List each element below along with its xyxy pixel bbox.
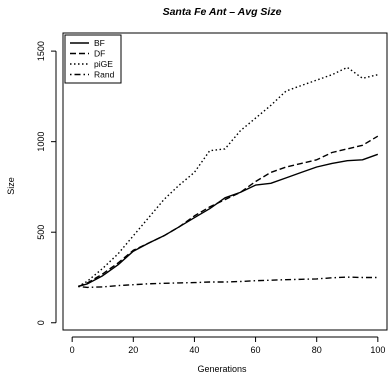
legend-label-bf: BF (94, 38, 105, 48)
legend-label-pige: piGE (94, 59, 113, 69)
y-tick-label: 1500 (36, 41, 46, 61)
series-line-bf (78, 153, 379, 288)
series-line-pige (77, 66, 378, 288)
y-tick-label: 1000 (36, 132, 46, 152)
chart-title: Santa Fe Ant – Avg Size (163, 6, 282, 18)
x-tick-label: 20 (128, 345, 138, 355)
y-tick-label: 500 (36, 225, 46, 240)
series-line-df (78, 135, 379, 288)
x-axis-label: Generations (197, 364, 247, 374)
plot-frame (62, 32, 388, 331)
legend-label-rand: Rand (94, 70, 115, 80)
series-line-rand (78, 276, 378, 289)
y-tick-label: 0 (36, 320, 46, 325)
x-tick-label: 60 (251, 345, 261, 355)
x-tick-label: 0 (70, 345, 75, 355)
y-axis-label: Size (6, 177, 16, 195)
x-tick-label: 80 (312, 345, 322, 355)
x-tick-label: 40 (189, 345, 199, 355)
x-tick-label: 100 (370, 345, 385, 355)
legend-label-df: DF (94, 49, 105, 59)
